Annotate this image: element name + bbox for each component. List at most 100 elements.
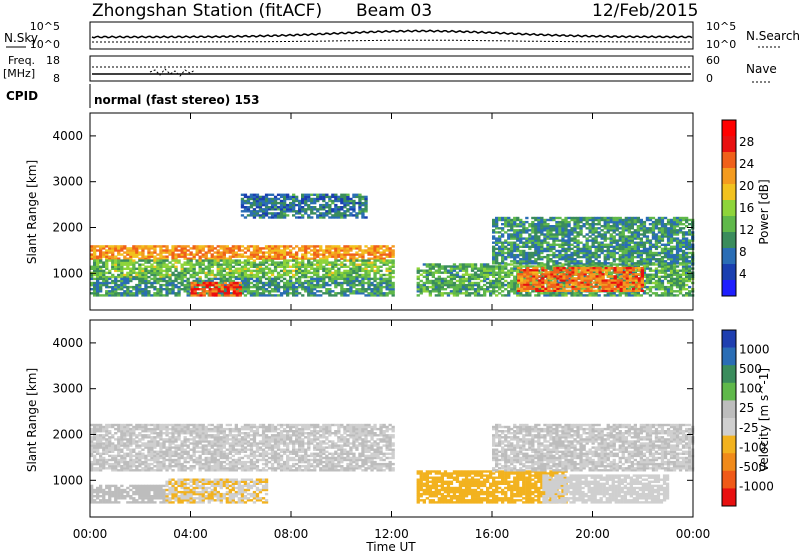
power-cell bbox=[675, 294, 680, 297]
power-cell bbox=[141, 259, 145, 262]
power-cell bbox=[574, 266, 578, 270]
power-cell bbox=[301, 257, 305, 260]
power-cell bbox=[495, 290, 499, 293]
power-cell bbox=[322, 281, 326, 285]
power-cell bbox=[600, 225, 604, 228]
power-cell bbox=[261, 275, 266, 279]
power-cell bbox=[183, 283, 187, 287]
power-cell bbox=[370, 288, 374, 291]
power-cell bbox=[162, 257, 166, 260]
power-cell bbox=[544, 289, 548, 292]
power-cell bbox=[603, 220, 607, 224]
power-cell bbox=[580, 269, 584, 272]
power-cell bbox=[93, 263, 97, 266]
power-cell bbox=[238, 294, 242, 297]
power-cell bbox=[535, 271, 539, 274]
power-cell bbox=[325, 269, 329, 273]
power-cell bbox=[522, 225, 526, 228]
power-cell bbox=[102, 253, 106, 256]
power-cell bbox=[298, 292, 302, 295]
power-cell bbox=[628, 269, 632, 272]
power-cell bbox=[437, 294, 441, 297]
power-cell bbox=[618, 258, 622, 261]
power-cell bbox=[419, 290, 423, 293]
power-cell bbox=[541, 287, 545, 290]
power-cell bbox=[669, 265, 674, 268]
power-cell bbox=[538, 285, 542, 288]
power-cell bbox=[99, 290, 103, 293]
power-cell bbox=[642, 285, 647, 289]
power-cell bbox=[609, 235, 613, 238]
power-cell bbox=[636, 247, 640, 251]
power-cell bbox=[516, 233, 520, 236]
power-cell bbox=[648, 251, 653, 255]
power-cell bbox=[162, 251, 166, 254]
power-cell bbox=[666, 294, 671, 297]
power-cell bbox=[255, 214, 260, 217]
power-cell bbox=[558, 227, 562, 230]
power-cell bbox=[201, 261, 205, 264]
power-cell bbox=[307, 261, 311, 264]
power-cell bbox=[591, 223, 595, 226]
power-cell bbox=[631, 269, 635, 272]
power-cell bbox=[546, 223, 550, 226]
power-cell bbox=[219, 267, 223, 270]
power-cell bbox=[573, 253, 577, 257]
power-cell bbox=[255, 273, 260, 277]
power-cell bbox=[117, 279, 121, 283]
power-cell bbox=[678, 281, 683, 285]
power-cell bbox=[123, 251, 127, 254]
power-cell bbox=[455, 285, 460, 289]
power-cell bbox=[640, 283, 644, 286]
power-cell bbox=[240, 267, 245, 270]
power-cell bbox=[537, 265, 541, 268]
power-cell bbox=[279, 199, 284, 203]
power-cell bbox=[483, 273, 487, 276]
power-cell bbox=[476, 275, 481, 278]
power-cell bbox=[325, 249, 329, 252]
power-cell bbox=[558, 251, 562, 255]
power-cell bbox=[621, 218, 625, 222]
power-cell bbox=[153, 265, 157, 268]
power-cell bbox=[585, 218, 589, 222]
power-cell bbox=[391, 275, 395, 279]
power-cell bbox=[546, 267, 550, 270]
power-cell bbox=[358, 269, 362, 273]
power-cell bbox=[598, 266, 602, 270]
power-cell bbox=[255, 203, 260, 207]
power-cell bbox=[609, 271, 613, 274]
power-cell bbox=[228, 279, 232, 283]
power-cell bbox=[328, 283, 332, 287]
power-cell bbox=[541, 281, 545, 284]
power-cell bbox=[267, 201, 272, 205]
power-cell bbox=[633, 233, 637, 236]
power-cell bbox=[322, 267, 326, 270]
power-cell bbox=[370, 281, 374, 285]
power-cell bbox=[123, 290, 127, 293]
power-cell bbox=[522, 237, 526, 240]
power-cell bbox=[540, 233, 544, 236]
power-cell bbox=[307, 245, 311, 248]
power-cell bbox=[304, 253, 308, 256]
power-cell bbox=[222, 259, 226, 262]
power-cell bbox=[627, 263, 631, 266]
power-cell bbox=[537, 218, 541, 222]
power-cell bbox=[361, 267, 365, 270]
power-cell bbox=[513, 235, 517, 238]
power-cell bbox=[636, 241, 640, 244]
power-cell bbox=[370, 251, 374, 254]
power-cell bbox=[283, 251, 287, 254]
power-cell bbox=[549, 235, 553, 238]
power-cell bbox=[96, 255, 100, 258]
power-cell bbox=[99, 288, 103, 291]
power-cell bbox=[246, 288, 251, 291]
power-cell bbox=[126, 277, 130, 281]
power-cell bbox=[243, 271, 248, 275]
power-cell bbox=[537, 231, 541, 234]
power-cell bbox=[622, 271, 626, 274]
power-cell bbox=[295, 203, 299, 207]
power-cell bbox=[473, 271, 478, 274]
power-cell bbox=[437, 265, 441, 268]
power-cell bbox=[633, 237, 637, 240]
power-cell bbox=[519, 229, 523, 232]
